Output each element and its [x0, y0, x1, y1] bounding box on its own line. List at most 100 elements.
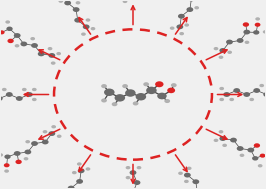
Circle shape	[16, 96, 23, 101]
Circle shape	[76, 179, 83, 184]
Circle shape	[178, 172, 183, 175]
Circle shape	[43, 130, 47, 133]
Circle shape	[0, 30, 5, 34]
Circle shape	[6, 92, 13, 97]
Circle shape	[179, 32, 184, 35]
Circle shape	[252, 156, 258, 161]
Circle shape	[171, 83, 177, 87]
Circle shape	[176, 24, 183, 29]
Circle shape	[14, 151, 21, 156]
Circle shape	[259, 84, 264, 87]
Circle shape	[0, 96, 3, 101]
Circle shape	[25, 140, 30, 143]
Circle shape	[32, 88, 37, 91]
Circle shape	[219, 130, 223, 133]
Circle shape	[20, 42, 27, 46]
Circle shape	[223, 92, 230, 97]
Circle shape	[243, 92, 250, 97]
Circle shape	[5, 20, 10, 24]
Circle shape	[219, 98, 224, 101]
Circle shape	[229, 98, 234, 101]
Circle shape	[78, 168, 85, 173]
Circle shape	[101, 84, 107, 88]
Circle shape	[134, 180, 140, 185]
Circle shape	[249, 98, 254, 101]
Circle shape	[137, 166, 141, 169]
Circle shape	[188, 0, 195, 1]
Circle shape	[240, 154, 244, 157]
Circle shape	[178, 14, 185, 19]
Circle shape	[59, 0, 63, 3]
Circle shape	[263, 92, 266, 97]
Circle shape	[187, 167, 192, 170]
Circle shape	[77, 162, 82, 166]
Circle shape	[2, 88, 7, 91]
Circle shape	[112, 102, 118, 106]
Circle shape	[155, 81, 164, 87]
Circle shape	[126, 176, 130, 179]
Circle shape	[38, 51, 45, 56]
Circle shape	[22, 88, 27, 91]
Circle shape	[62, 188, 67, 189]
Circle shape	[14, 33, 21, 38]
Circle shape	[222, 144, 227, 147]
Circle shape	[24, 149, 31, 154]
Circle shape	[83, 24, 90, 29]
Circle shape	[15, 160, 22, 164]
Circle shape	[64, 1, 71, 5]
Circle shape	[48, 53, 55, 58]
Circle shape	[219, 48, 226, 53]
Circle shape	[31, 43, 38, 48]
Circle shape	[126, 166, 130, 169]
Circle shape	[263, 30, 266, 33]
Circle shape	[133, 101, 139, 105]
Circle shape	[101, 98, 107, 102]
Circle shape	[258, 164, 263, 167]
Circle shape	[48, 131, 55, 136]
Circle shape	[255, 17, 260, 21]
Circle shape	[253, 30, 259, 35]
Circle shape	[56, 52, 61, 55]
Circle shape	[73, 7, 80, 12]
Circle shape	[243, 30, 250, 34]
Circle shape	[32, 98, 37, 101]
Circle shape	[86, 167, 90, 171]
Circle shape	[115, 94, 125, 101]
Circle shape	[74, 18, 81, 23]
Circle shape	[31, 141, 38, 146]
Circle shape	[164, 99, 170, 103]
Circle shape	[260, 154, 265, 158]
Circle shape	[194, 6, 199, 9]
Circle shape	[184, 23, 189, 27]
Circle shape	[123, 0, 127, 3]
Circle shape	[230, 138, 237, 143]
Circle shape	[186, 7, 193, 12]
Circle shape	[226, 40, 233, 44]
Circle shape	[48, 47, 52, 50]
Circle shape	[4, 169, 9, 173]
Circle shape	[6, 27, 13, 31]
Circle shape	[130, 170, 136, 175]
Circle shape	[51, 125, 56, 129]
Circle shape	[42, 139, 49, 144]
Circle shape	[227, 51, 232, 54]
Circle shape	[104, 88, 115, 96]
Circle shape	[81, 33, 86, 36]
Circle shape	[51, 61, 56, 65]
Circle shape	[86, 18, 90, 22]
Circle shape	[167, 88, 175, 93]
Circle shape	[0, 153, 3, 157]
Circle shape	[237, 38, 244, 43]
Circle shape	[219, 56, 223, 59]
Circle shape	[146, 87, 157, 94]
Circle shape	[255, 23, 260, 27]
Circle shape	[136, 93, 146, 101]
Circle shape	[76, 1, 80, 5]
Circle shape	[7, 39, 14, 43]
Circle shape	[91, 27, 95, 30]
Circle shape	[192, 179, 199, 184]
Circle shape	[254, 143, 260, 148]
Circle shape	[72, 171, 77, 174]
Circle shape	[122, 84, 128, 88]
Circle shape	[15, 44, 19, 47]
